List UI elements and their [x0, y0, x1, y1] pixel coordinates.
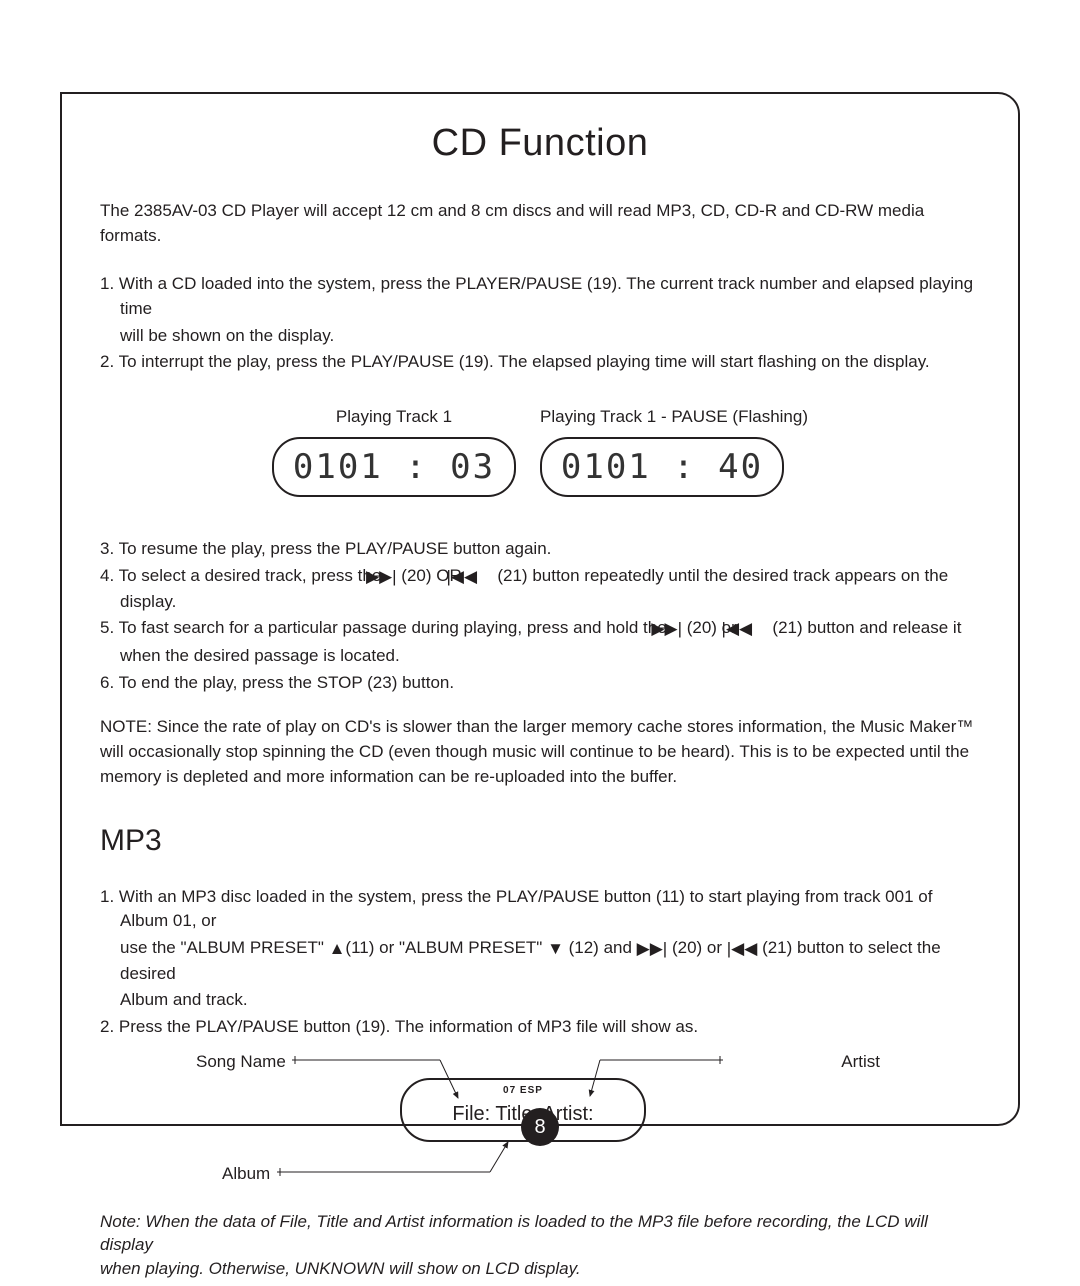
- display-right: Playing Track 1 - PAUSE (Flashing) 0101 …: [540, 405, 808, 498]
- mp3-step-1-line1: 1. With an MP3 disc loaded in the system…: [100, 885, 980, 934]
- ffwd-icon: ▶▶|: [671, 617, 682, 642]
- step-1-line1: 1. With a CD loaded into the system, pre…: [100, 272, 980, 321]
- mp3-step-1-line2: use the "ALBUM PRESET" ▲(11) or "ALBUM P…: [100, 936, 980, 986]
- step-6: 6. To end the play, press the STOP (23) …: [100, 671, 980, 696]
- steps-list-a: 1. With a CD loaded into the system, pre…: [100, 272, 980, 375]
- mp3-step-1-line3: Album and track.: [100, 988, 980, 1013]
- lcd-left-value: 0101 : 03 0101 : 03: [293, 443, 495, 492]
- mp3-steps-list: 1. With an MP3 disc loaded in the system…: [100, 885, 980, 1040]
- display-right-caption: Playing Track 1 - PAUSE (Flashing): [540, 405, 808, 430]
- intro-text: The 2385AV-03 CD Player will accept 12 c…: [100, 199, 980, 248]
- up-icon: ▲: [329, 937, 346, 962]
- lcd-displays: Playing Track 1 0101 : 03 0101 : 03 Play…: [100, 405, 980, 498]
- lcd-right-value: 0101 : 40 0101 : 40: [561, 443, 763, 492]
- display-left: Playing Track 1 0101 : 03 0101 : 03: [272, 405, 516, 498]
- step-1-line2: will be shown on the display.: [100, 324, 980, 349]
- diagram-album-label: Album: [222, 1162, 270, 1187]
- down-icon: ▼: [547, 937, 564, 962]
- page-number: 8: [521, 1108, 559, 1146]
- frev-icon: |◀◀: [742, 617, 768, 642]
- mp3-lcd-esp: 07 ESP: [402, 1084, 644, 1099]
- frev-icon: |◀◀: [727, 937, 758, 962]
- step-5-line2: when the desired passage is located.: [100, 644, 980, 669]
- lcd-right: 0101 : 40 0101 : 40: [540, 437, 784, 497]
- frev-icon: |◀◀: [466, 565, 492, 590]
- ffwd-icon: ▶▶|: [386, 565, 397, 590]
- footnote: Note: When the data of File, Title and A…: [100, 1210, 980, 1281]
- diagram-song-label: Song Name: [196, 1050, 286, 1075]
- ffwd-icon: ▶▶|: [637, 937, 668, 962]
- lcd-left: 0101 : 03 0101 : 03: [272, 437, 516, 497]
- note-text: NOTE: Since the rate of play on CD's is …: [100, 715, 980, 789]
- mp3-step-2: 2. Press the PLAY/PAUSE button (19). The…: [100, 1015, 980, 1040]
- step-2: 2. To interrupt the play, press the PLAY…: [100, 350, 980, 375]
- step-3: 3. To resume the play, press the PLAY/PA…: [100, 537, 980, 562]
- mp3-heading: MP3: [100, 819, 980, 863]
- step-5-line1: 5. To fast search for a particular passa…: [100, 616, 980, 642]
- display-left-caption: Playing Track 1: [272, 405, 516, 430]
- step-4: 4. To select a desired track, press the …: [100, 564, 980, 614]
- page-title: CD Function: [100, 122, 980, 165]
- diagram-artist-label: Artist: [841, 1050, 880, 1075]
- steps-list-b: 3. To resume the play, press the PLAY/PA…: [100, 537, 980, 695]
- page-frame: CD Function The 2385AV-03 CD Player will…: [60, 92, 1020, 1126]
